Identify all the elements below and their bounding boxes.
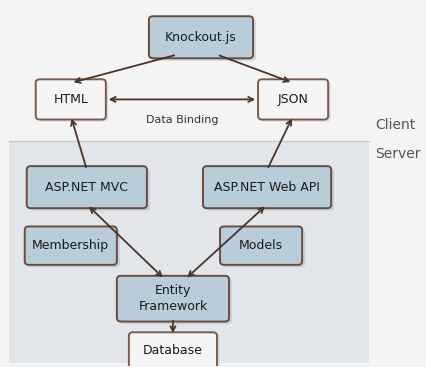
Text: Models: Models bbox=[239, 239, 283, 252]
Text: Client: Client bbox=[375, 118, 415, 132]
FancyBboxPatch shape bbox=[260, 81, 331, 122]
FancyBboxPatch shape bbox=[9, 141, 369, 363]
FancyBboxPatch shape bbox=[27, 166, 147, 208]
FancyBboxPatch shape bbox=[117, 276, 229, 321]
FancyBboxPatch shape bbox=[203, 166, 331, 208]
Text: Data Binding: Data Binding bbox=[146, 115, 218, 124]
FancyBboxPatch shape bbox=[131, 334, 219, 367]
FancyBboxPatch shape bbox=[206, 169, 334, 211]
Text: Server: Server bbox=[375, 147, 421, 161]
FancyBboxPatch shape bbox=[38, 81, 108, 122]
FancyBboxPatch shape bbox=[258, 79, 328, 120]
FancyBboxPatch shape bbox=[223, 229, 305, 268]
FancyBboxPatch shape bbox=[29, 169, 150, 211]
Text: JSON: JSON bbox=[278, 93, 308, 106]
Text: Knockout.js: Knockout.js bbox=[165, 31, 237, 44]
FancyBboxPatch shape bbox=[220, 226, 302, 265]
FancyBboxPatch shape bbox=[25, 226, 117, 265]
Text: Database: Database bbox=[143, 344, 203, 357]
Text: HTML: HTML bbox=[53, 93, 88, 106]
Text: ASP.NET MVC: ASP.NET MVC bbox=[45, 181, 128, 194]
FancyBboxPatch shape bbox=[28, 229, 120, 268]
FancyBboxPatch shape bbox=[152, 19, 256, 61]
Text: Entity
Framework: Entity Framework bbox=[138, 284, 207, 313]
Text: ASP.NET Web API: ASP.NET Web API bbox=[214, 181, 320, 194]
FancyBboxPatch shape bbox=[129, 332, 217, 367]
FancyBboxPatch shape bbox=[149, 16, 253, 58]
FancyBboxPatch shape bbox=[120, 279, 232, 324]
Text: Membership: Membership bbox=[32, 239, 109, 252]
FancyBboxPatch shape bbox=[36, 79, 106, 120]
